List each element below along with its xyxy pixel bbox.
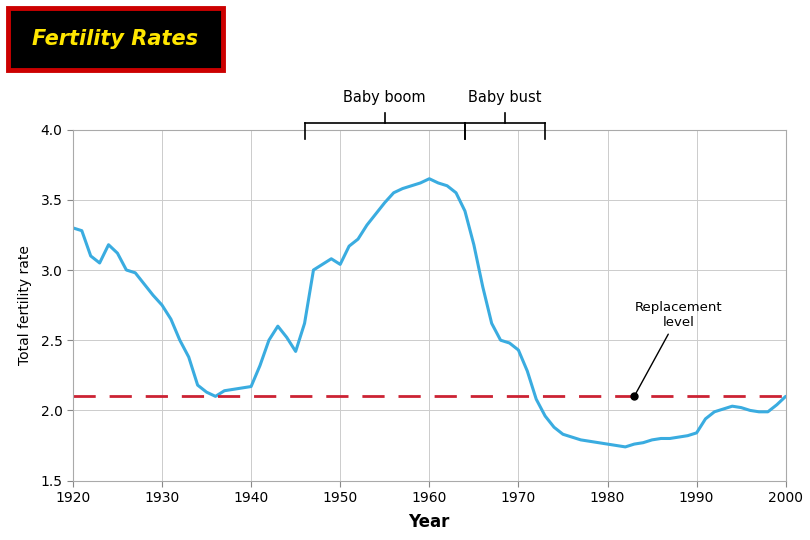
Text: Fertility Rates: Fertility Rates bbox=[32, 29, 198, 49]
X-axis label: Year: Year bbox=[408, 514, 450, 531]
Y-axis label: Total fertility rate: Total fertility rate bbox=[18, 245, 32, 365]
Text: Replacement
level: Replacement level bbox=[635, 301, 723, 394]
Text: Baby bust: Baby bust bbox=[468, 90, 542, 105]
Text: Baby boom: Baby boom bbox=[343, 90, 426, 105]
